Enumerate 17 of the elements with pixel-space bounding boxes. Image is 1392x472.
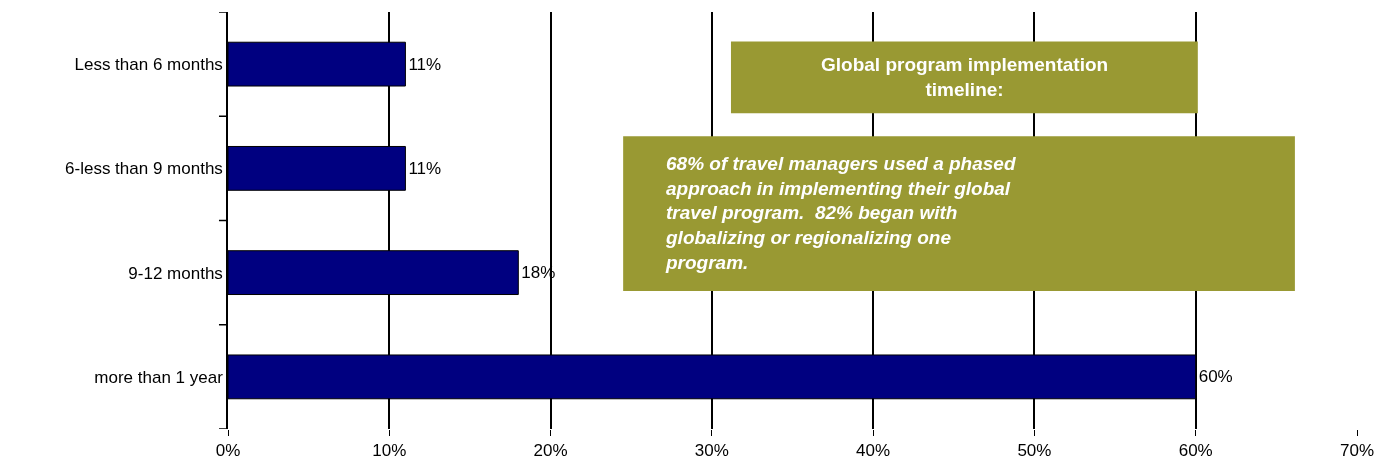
annotation: 68% of travel managers used a phased approach in implementing their global travel program. 82% began with globalizing or regionalizing one program. bbox=[665, 153, 1016, 273]
y-tick-label: 6-less than 9 months bbox=[65, 159, 223, 179]
x-tick-label: 60% bbox=[1178, 441, 1213, 461]
data-label: 60% bbox=[1198, 367, 1233, 387]
x-tick-label: 50% bbox=[1017, 441, 1052, 461]
y-tick-label: 9-12 months bbox=[128, 263, 223, 283]
x-tick-label: 10% bbox=[372, 441, 407, 461]
x-tick-label: 20% bbox=[533, 441, 568, 461]
data-label: 11% bbox=[408, 54, 442, 74]
annotation: Global program implementation timeline: bbox=[821, 54, 1109, 100]
x-tick-label: 70% bbox=[1339, 441, 1375, 461]
y-tick-label: more than 1 year bbox=[94, 367, 224, 387]
data-label: 11% bbox=[408, 158, 442, 178]
x-tick-label: 30% bbox=[694, 441, 729, 461]
x-tick-label: 40% bbox=[856, 441, 891, 461]
y-tick-label: Less than 6 months bbox=[74, 55, 223, 75]
x-tick-label: 0% bbox=[215, 441, 241, 461]
